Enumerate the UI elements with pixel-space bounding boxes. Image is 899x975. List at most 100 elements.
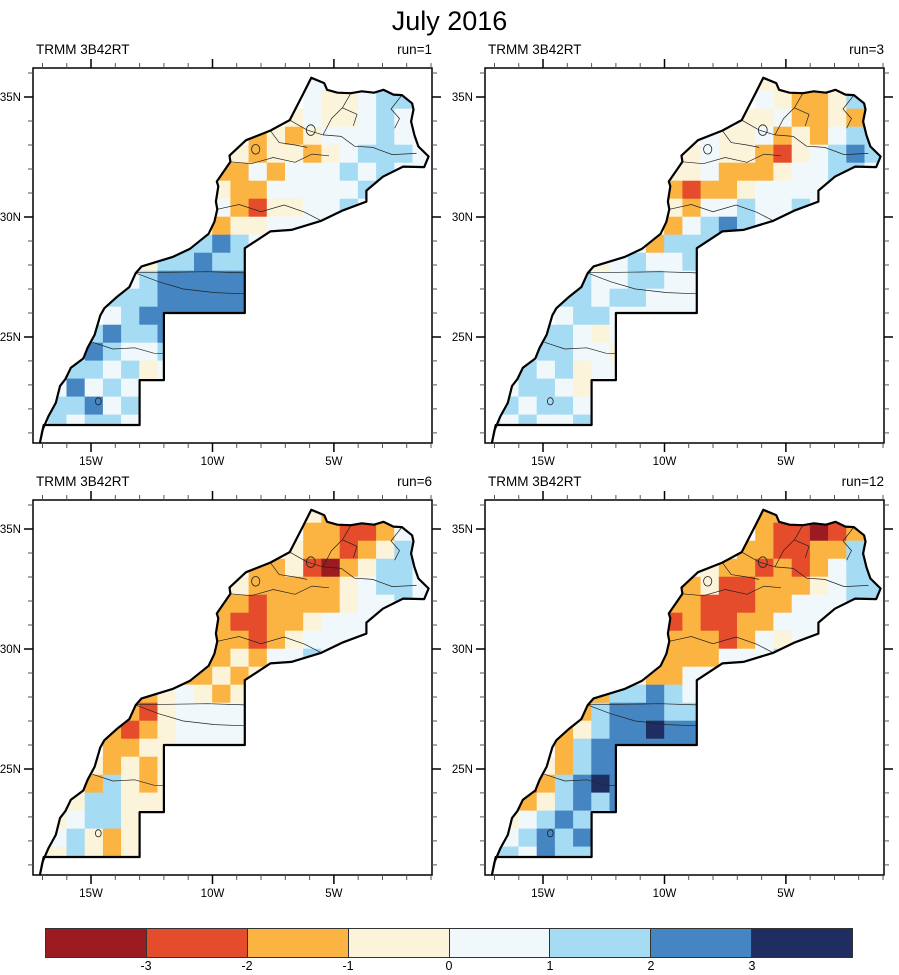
grid-cell [157, 324, 177, 344]
grid-cell [121, 756, 140, 776]
grid-cell [573, 288, 592, 308]
colorbar-tick-label: 3 [748, 959, 756, 973]
grid-cell [357, 162, 377, 182]
country-outline [38, 76, 430, 444]
grid-cell [573, 378, 592, 398]
grid-cell [700, 180, 720, 200]
grid-cell [646, 252, 665, 272]
grid-cell [773, 612, 793, 632]
y-axis-tick-label: 30N [452, 212, 473, 224]
grid-cell [573, 774, 592, 794]
plot-border [32, 67, 433, 444]
grid-cell [139, 414, 159, 434]
grid-cell [773, 198, 793, 218]
grid-cell [554, 378, 574, 398]
grid-cell [591, 396, 611, 416]
grid-cell [230, 738, 250, 758]
grid-cell [212, 612, 231, 632]
run-label: run=3 [849, 42, 884, 57]
grid-cell [518, 810, 538, 830]
run-label: run=1 [397, 42, 432, 57]
grid-cell [737, 630, 756, 650]
grid-cell [266, 558, 286, 578]
grid-cell [809, 108, 829, 128]
grid-cell [791, 180, 811, 200]
grid-cell [554, 324, 574, 344]
grid-cell [609, 306, 629, 326]
anomaly-grid [492, 509, 881, 866]
grid-cell [737, 180, 756, 200]
grid-cell [194, 288, 213, 308]
grid-cell [791, 77, 811, 92]
grid-cell [791, 144, 811, 164]
grid-cell [627, 270, 647, 290]
grid-cell [609, 720, 629, 740]
grid-cell [321, 126, 341, 146]
grid-cell [248, 612, 268, 632]
grid-cell [157, 270, 177, 290]
grid-cell [212, 648, 231, 668]
grid-cell [357, 90, 377, 110]
grid-cell [394, 558, 414, 578]
grid-cell [609, 270, 629, 290]
grid-cell [102, 756, 122, 776]
lake-feature-icon [757, 124, 768, 136]
grid-cell [339, 77, 359, 92]
grid-cell [157, 342, 177, 362]
grid-cell [591, 360, 611, 380]
grid-cell [646, 306, 665, 326]
grid-cell [682, 612, 702, 632]
grid-cell [700, 576, 720, 596]
grid-cell [573, 360, 592, 380]
grid-cell [102, 342, 122, 362]
grid-cell [285, 612, 304, 632]
grid-cell [828, 144, 847, 164]
grid-cell [194, 738, 213, 758]
grid-cell [339, 540, 359, 560]
grid-cell [66, 378, 86, 398]
grid-cell [139, 702, 159, 722]
grid-cell [791, 540, 811, 560]
grid-cell [864, 162, 881, 182]
grid-cell [376, 90, 395, 110]
grid-cell [791, 126, 811, 146]
grid-cell [376, 576, 395, 596]
grid-cell [285, 198, 304, 218]
colorbar-tick-label: -3 [140, 959, 152, 973]
grid-cell [809, 522, 829, 542]
grid-cell [682, 216, 702, 236]
grid-cell [175, 702, 195, 722]
grid-cell [536, 396, 556, 416]
grid-cell [536, 342, 556, 362]
grid-cell [212, 684, 231, 704]
y-axis-tick-label: 30N [0, 212, 21, 224]
grid-cell [773, 630, 793, 650]
grid-cell [609, 288, 629, 308]
grid-cell [609, 702, 629, 722]
grid-cell [394, 162, 414, 182]
grid-cell [828, 77, 847, 92]
grid-cell [809, 540, 829, 560]
grid-cell [175, 288, 195, 308]
grid-cell [303, 522, 322, 542]
grid-cell [321, 162, 341, 182]
grid-cell [591, 288, 611, 308]
grid-cell [121, 288, 140, 308]
grid-cell [591, 846, 611, 866]
grid-cell [102, 288, 122, 308]
grid-cell [394, 108, 414, 128]
grid-cell [591, 378, 611, 398]
grid-cell [84, 828, 104, 848]
grid-cell [554, 288, 574, 308]
grid-cell [718, 198, 738, 218]
grid-cell [230, 594, 250, 614]
grid-cell [718, 126, 738, 146]
grid-cell [357, 576, 377, 596]
grid-cell [554, 792, 574, 812]
grid-cell [212, 216, 231, 236]
lake-feature-icon [251, 144, 261, 155]
grid-cell [412, 108, 429, 128]
anomaly-grid [40, 509, 429, 866]
grid-cell [682, 720, 702, 740]
grid-cell [121, 828, 140, 848]
